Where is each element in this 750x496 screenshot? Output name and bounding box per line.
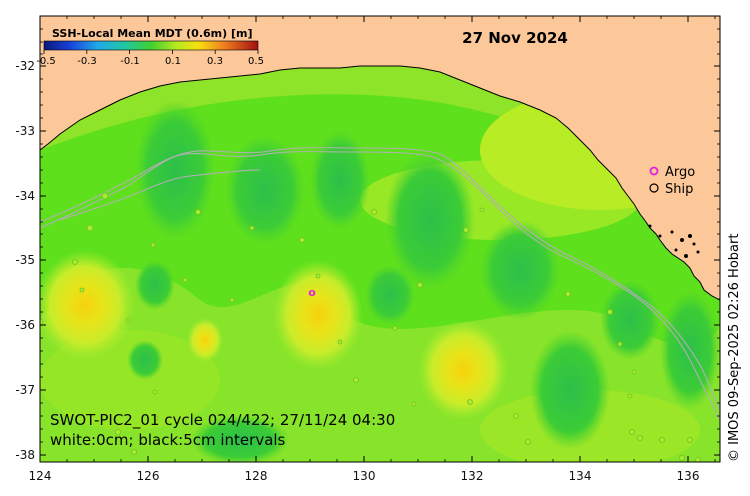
colorbar-tick: 0.3 (207, 56, 223, 67)
colorbar-scale (43, 40, 259, 51)
argo-legend-label: Argo (665, 165, 695, 180)
x-tick-label: 128 (245, 469, 268, 483)
colorbar-tick: 0.1 (165, 56, 181, 67)
map-plot-area: o (40, 16, 720, 462)
colorbar-tick: -0.5 (36, 56, 56, 67)
y-axis-labels: -32 -33 -34 -35 -36 -37 -38 (15, 59, 35, 462)
colorbar-tick: -0.3 (77, 56, 97, 67)
x-tick-label: 136 (677, 469, 700, 483)
colorbar-tick: -0.1 (120, 56, 140, 67)
argo-legend-icon (649, 166, 659, 176)
pass-info: SWOT-PIC2_01 cycle 024/422; 27/11/24 04:… (50, 411, 395, 430)
y-tick-label: -35 (15, 253, 35, 267)
x-tick-label: 134 (569, 469, 592, 483)
coast-islands (648, 224, 700, 258)
contour-info: white:0cm; black:5cm intervals (50, 431, 286, 449)
x-axis-ticks (39, 16, 689, 462)
plot-frame (39, 15, 721, 463)
ship-legend-icon (649, 183, 659, 193)
x-tick-label: 126 (137, 469, 160, 483)
y-axis-ticks (40, 65, 720, 456)
colorbar: SSH-Local Mean MDT (0.6m) [m] -0.5 -0.3 … (36, 27, 264, 67)
x-axis-labels: 124 126 128 130 132 134 136 (29, 469, 700, 483)
colorbar-title: SSH-Local Mean MDT (0.6m) [m] (52, 27, 252, 40)
map-legend: Argo Ship (649, 165, 695, 197)
y-tick-label: -36 (15, 318, 35, 332)
colorbar-tick: 0.5 (248, 56, 264, 67)
argo-float-marker: o (308, 286, 316, 299)
shelf-contours (40, 147, 720, 421)
land-mass (40, 16, 720, 301)
y-tick-label: -37 (15, 383, 35, 397)
measurement-dots (40, 192, 701, 462)
x-tick-label: 130 (353, 469, 376, 483)
map-date: 27 Nov 2024 (462, 29, 568, 47)
ssh-low-bands (127, 100, 720, 462)
y-tick-label: -33 (15, 124, 35, 138)
x-axis-minor-ticks (66, 16, 716, 462)
y-tick-label: -38 (15, 448, 35, 462)
y-tick-label: -32 (15, 59, 35, 73)
y-tick-label: -34 (15, 189, 35, 203)
ship-legend-label: Ship (665, 182, 693, 197)
imos-credit: © IMOS 09-Sep-2025 02:26 Hobart (727, 234, 742, 462)
x-tick-label: 132 (461, 469, 484, 483)
y-axis-minor-ticks (40, 28, 720, 443)
x-tick-label: 124 (29, 469, 52, 483)
ssh-eddies (40, 250, 508, 420)
